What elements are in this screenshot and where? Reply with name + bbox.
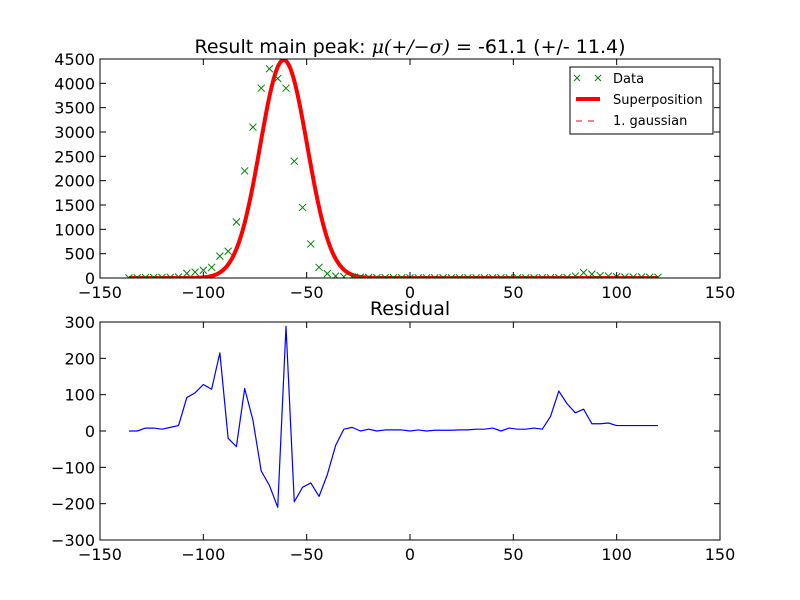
data-point [232, 218, 241, 226]
residual-xtick-label: −100 [181, 545, 225, 564]
residual-series-group [128, 325, 658, 508]
data-point [331, 272, 340, 278]
data-point [199, 266, 208, 275]
main-peak-ytick-label: 4000 [54, 74, 95, 93]
main-peak-title: Result main peak: μ(+/−σ) = -61.1 (+/- 1… [194, 36, 625, 58]
data-point [207, 263, 216, 272]
data-point [637, 273, 646, 278]
main-peak-ytick-label: 0 [85, 269, 95, 288]
main-peak-xtick-label: −150 [78, 283, 122, 302]
data-point [579, 268, 588, 277]
data-point [654, 273, 662, 278]
residual-ytick-label: 200 [64, 349, 95, 368]
residual-ytick-label: −100 [51, 458, 95, 477]
legend-label-superposition: Superposition [613, 93, 703, 108]
residual-xtick-label: −50 [290, 545, 324, 564]
data-point [265, 64, 274, 73]
data-point [290, 157, 299, 166]
data-point [629, 273, 638, 278]
data-point [323, 269, 332, 278]
main-peak-ytick-label: 4500 [54, 50, 95, 69]
residual-title: Residual [370, 298, 450, 320]
residual-xtick-label: 0 [405, 545, 415, 564]
main-peak-xtick-label: 50 [503, 283, 523, 302]
data-point [216, 252, 224, 260]
residual-ytick-label: −200 [51, 495, 95, 514]
residual-xtick-label: −150 [78, 545, 122, 564]
main-peak-ytick-label: 3500 [54, 99, 95, 118]
data-point [315, 263, 323, 272]
main-peak-ytick-label: 3000 [54, 123, 95, 142]
main-peak-panel: Result main peak: μ(+/−σ) = -61.1 (+/- 1… [54, 36, 735, 302]
legend-label-gaussian: 1. gaussian [613, 114, 687, 129]
data-point [240, 167, 249, 175]
legend-label-data: Data [613, 72, 644, 87]
main-peak-ytick-label: 2500 [54, 147, 95, 166]
residual-panel: Residual −150 −100 −50 0 50 100 150 −300 −200 −10… [51, 298, 735, 564]
data-point [571, 272, 580, 278]
legend-marker-data [573, 74, 602, 82]
residual-plot-area [128, 325, 658, 508]
data-point [273, 74, 282, 83]
data-point [224, 247, 232, 256]
main-peak-xtick-label: 150 [705, 283, 736, 302]
data-point [364, 273, 373, 278]
residual-axes: −150 −100 −50 0 50 100 150 −300 −200 −100 0 100 200 3… [51, 313, 735, 564]
residual-xtick-label: 50 [503, 545, 523, 564]
gaussian-1-curve [128, 59, 658, 278]
main-peak-axes: −150 −100 −50 0 50 100 15005001000150020002500… [54, 50, 735, 302]
data-point [182, 269, 191, 278]
legend-entry-superposition: Superposition [576, 93, 703, 108]
main-peak-ytick-label: 2000 [54, 172, 95, 191]
main-peak-xtick-label: 100 [601, 283, 632, 302]
data-point [645, 273, 654, 278]
main-peak-ytick-label: 1000 [54, 220, 95, 239]
main-peak-ytick-label: 500 [64, 245, 95, 264]
data-point [298, 203, 307, 212]
data-point [174, 273, 183, 278]
main-peak-xtick-label: −100 [181, 283, 225, 302]
data-point [621, 273, 629, 278]
residual-ytick-label: −300 [51, 531, 95, 550]
data-point [249, 123, 257, 131]
data-point [257, 84, 266, 93]
residual-xtick-label: 150 [705, 545, 736, 564]
legend-entry-data: Data [573, 72, 644, 87]
data-point [340, 272, 348, 278]
residual-ytick-label: 100 [64, 386, 95, 405]
data-point [306, 240, 315, 248]
legend-entry-gaussian: 1. gaussian [576, 114, 687, 129]
data-point [191, 268, 199, 277]
main-peak-ytick-label: 1500 [54, 196, 95, 215]
legend: Data Superposition 1. gaussian [569, 66, 714, 135]
main-peak-xtick-label: −50 [290, 283, 324, 302]
data-point [348, 273, 356, 278]
data-point [588, 270, 596, 278]
main-peak-xtick-label: 0 [405, 283, 415, 302]
data-point [356, 273, 365, 278]
data-point [604, 272, 613, 278]
data-point [166, 273, 175, 278]
data-point [282, 84, 290, 93]
residual-ytick-label: 300 [64, 313, 95, 332]
residual-ytick-label: 0 [85, 422, 95, 441]
residual-xtick-label: 100 [601, 545, 632, 564]
residual-line [128, 325, 658, 508]
